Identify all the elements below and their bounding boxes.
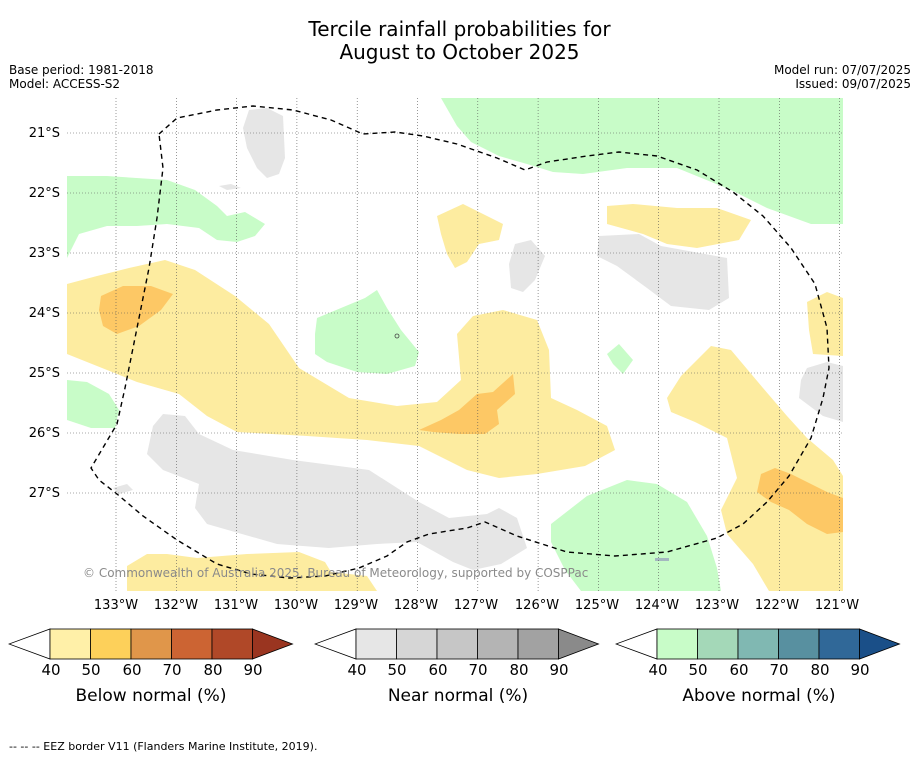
cbar-tick: 70 [769, 661, 789, 679]
lon-label: 124°W [634, 598, 680, 613]
colorbar-segment [436, 628, 478, 660]
model-label: Model: ACCESS-S2 [9, 77, 121, 91]
cbar-tick: 80 [509, 661, 529, 679]
cbar-tick: 50 [688, 661, 708, 679]
colorbar-segment [355, 628, 397, 660]
cbar-tick: 70 [468, 661, 488, 679]
above-normal-patches [67, 98, 843, 591]
colorbar-segment [517, 628, 559, 660]
lon-label: 130°W [273, 598, 319, 613]
colorbar-title-below: Below normal (%) [75, 686, 227, 706]
lat-label: 27°S [28, 486, 60, 501]
colorbar-over-triangle [859, 628, 901, 660]
colorbar-segment [130, 628, 172, 660]
colorbar-near-normal [314, 628, 600, 660]
cbar-tick: 80 [203, 661, 223, 679]
lon-label: 126°W [514, 598, 560, 613]
colorbar-segment [396, 628, 438, 660]
colorbar-segment [477, 628, 519, 660]
cbar-tick: 60 [729, 661, 749, 679]
lon-label: 128°W [393, 598, 439, 613]
colorbar-over-triangle [252, 628, 294, 660]
grid [67, 98, 843, 591]
footnote: -- -- -- EEZ border V11 (Flanders Marine… [9, 740, 318, 753]
title-line-1: Tercile rainfall probabilities for [308, 17, 611, 41]
lon-label: 129°W [333, 598, 379, 613]
cbar-tick: 60 [428, 661, 448, 679]
colorbar-under-triangle [8, 628, 51, 660]
colorbar-segment [211, 628, 253, 660]
lon-label: 123°W [694, 598, 740, 613]
colorbar-below-normal [8, 628, 294, 660]
cbar-tick: 70 [162, 661, 182, 679]
issued-label: Issued: 09/07/2025 [795, 77, 911, 91]
title-line-2: August to October 2025 [339, 40, 580, 64]
lat-label: 22°S [28, 186, 60, 201]
meta-left: Base period: 1981-2018 Model: ACCESS-S2 [9, 63, 154, 91]
colorbar-segment [656, 628, 698, 660]
colorbar-title-near: Near normal (%) [387, 686, 529, 706]
cbar-tick: 80 [810, 661, 830, 679]
lat-label: 21°S [28, 126, 60, 141]
cbar-tick: 40 [347, 661, 367, 679]
colorbar-under-triangle [615, 628, 658, 660]
colorbar-over-triangle [558, 628, 600, 660]
model-run-label: Model run: 07/07/2025 [773, 63, 911, 77]
colorbar-segment [49, 628, 91, 660]
colorbar-above-normal [615, 628, 901, 660]
tiny-marker [394, 333, 400, 339]
chart-title: Tercile rainfall probabilities for Augus… [0, 18, 919, 64]
near-normal-patches [113, 108, 843, 570]
colorbar-segment [697, 628, 739, 660]
cbar-tick: 50 [387, 661, 407, 679]
colorbar-segment [171, 628, 213, 660]
colorbar-under-triangle [314, 628, 357, 660]
cbar-tick: 50 [81, 661, 101, 679]
eez-border [90, 105, 830, 579]
colorbar-segment [90, 628, 132, 660]
lat-label: 24°S [28, 306, 60, 321]
lon-label: 132°W [153, 598, 199, 613]
base-period-label: Base period: 1981-2018 [9, 63, 154, 77]
tiny-patch [655, 558, 669, 561]
colorbar-segment [737, 628, 779, 660]
cbar-tick: 40 [41, 661, 61, 679]
cbar-tick: 90 [850, 661, 870, 679]
cbar-tick: 90 [243, 661, 263, 679]
lon-label: 133°W [93, 598, 139, 613]
colorbar-title-above: Above normal (%) [682, 686, 836, 706]
cbar-tick: 90 [549, 661, 569, 679]
lon-label: 121°W [814, 598, 860, 613]
lat-label: 23°S [28, 246, 60, 261]
copyright-text: © Commonwealth of Australia 2025, Bureau… [83, 566, 589, 580]
lon-label: 125°W [574, 598, 620, 613]
lat-label: 25°S [28, 366, 60, 381]
below-normal-50-patches [99, 286, 843, 534]
rainfall-map [67, 98, 843, 591]
cbar-tick: 60 [122, 661, 142, 679]
lon-label: 127°W [453, 598, 499, 613]
lat-label: 26°S [28, 426, 60, 441]
colorbar-segment [818, 628, 860, 660]
lon-label: 122°W [754, 598, 800, 613]
lon-label: 131°W [213, 598, 259, 613]
meta-right: Model run: 07/07/2025 Issued: 09/07/2025 [774, 63, 911, 91]
cbar-tick: 40 [648, 661, 668, 679]
colorbar-segment [778, 628, 820, 660]
